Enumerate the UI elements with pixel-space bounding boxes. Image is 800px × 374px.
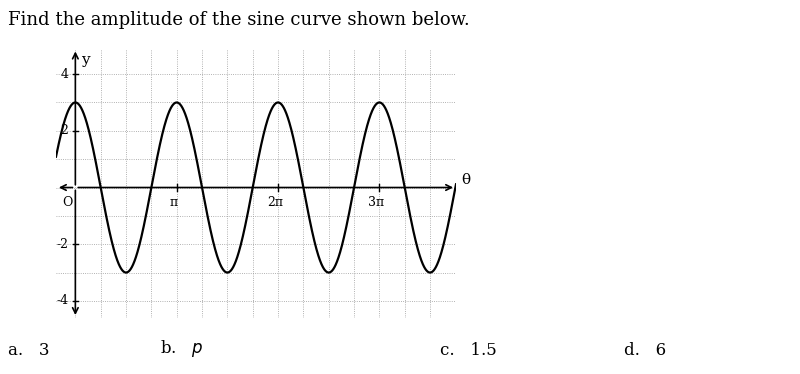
Text: b.   $p$: b. $p$ [160, 338, 203, 359]
Text: 4: 4 [60, 68, 68, 81]
Text: d.   6: d. 6 [624, 342, 666, 359]
Text: π: π [170, 196, 178, 209]
Text: y: y [81, 53, 90, 67]
Text: θ: θ [461, 174, 470, 187]
Text: -4: -4 [56, 294, 68, 307]
Text: a.   3: a. 3 [8, 342, 50, 359]
Text: Find the amplitude of the sine curve shown below.: Find the amplitude of the sine curve sho… [8, 11, 470, 29]
Text: 3π: 3π [368, 196, 384, 209]
Text: c.   1.5: c. 1.5 [440, 342, 497, 359]
Text: 2π: 2π [267, 196, 283, 209]
Text: -2: -2 [56, 238, 68, 251]
Text: O: O [62, 196, 73, 209]
Text: 2: 2 [60, 124, 68, 137]
